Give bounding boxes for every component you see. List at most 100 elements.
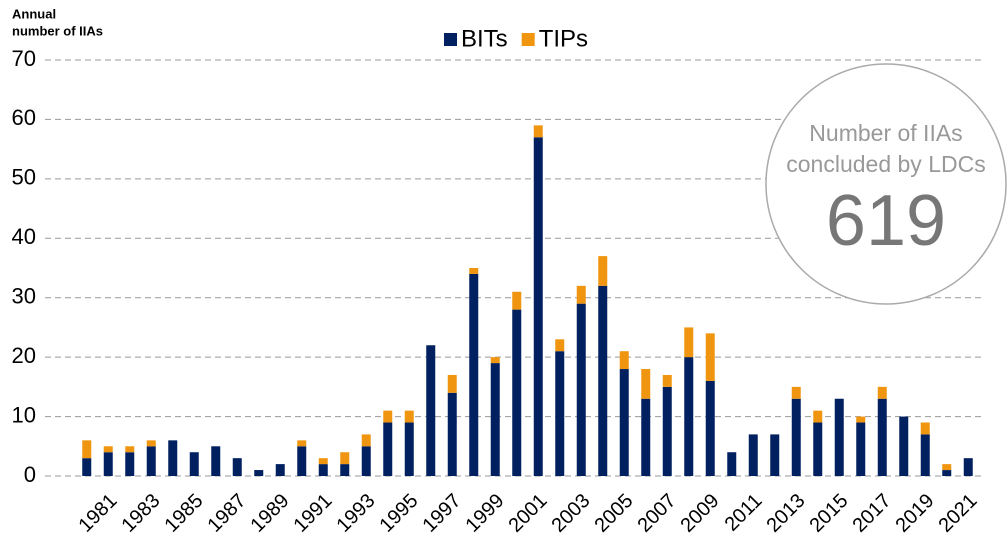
bar-segment: [469, 268, 479, 274]
bar-segment: [555, 339, 565, 352]
bar-segment: [469, 273, 479, 476]
bar-segment: [791, 386, 801, 399]
x-tick-label: 1991: [289, 490, 336, 537]
bar-segment: [942, 470, 952, 476]
x-tick-label: 2007: [633, 490, 680, 537]
bar-segment: [899, 416, 909, 476]
bar-segment: [662, 374, 672, 387]
bar-segment: [211, 446, 221, 476]
bar-segment: [232, 458, 242, 476]
bar-segment: [426, 345, 436, 476]
x-tick-label: 2005: [590, 490, 637, 537]
bar-segment: [963, 458, 973, 476]
bar-segment: [340, 452, 350, 465]
bar-segment: [684, 327, 694, 358]
bar-segment: [619, 369, 629, 476]
bar-segment: [705, 333, 715, 381]
bar-segment: [576, 285, 586, 304]
bar-segment: [383, 422, 393, 476]
bar-segment: [447, 392, 457, 476]
legend-label: BITs: [461, 25, 508, 52]
bar-segment: [619, 351, 629, 370]
bar-segment: [146, 440, 156, 447]
x-tick-label: 2013: [762, 490, 809, 537]
bar-segment: [254, 470, 264, 476]
bar-segment: [512, 291, 522, 310]
x-tick-label: 1983: [117, 490, 164, 537]
bar-segment: [791, 398, 801, 476]
bar-segment: [189, 452, 199, 476]
bar-segment: [834, 398, 844, 476]
x-tick-label: 2001: [504, 490, 551, 537]
bar-segment: [490, 363, 500, 476]
bar-segment: [318, 464, 328, 476]
bar-segment: [942, 464, 952, 471]
bar-segment: [318, 458, 328, 465]
y-tick-label: 70: [12, 46, 36, 71]
x-tick-label: 1999: [461, 490, 508, 537]
x-tick-label: 1995: [375, 490, 422, 537]
bar-segment: [275, 464, 285, 476]
bar-segment: [684, 357, 694, 476]
legend-swatch: [521, 33, 535, 46]
x-tick-label: 1987: [203, 490, 250, 537]
bar-segment: [813, 422, 823, 476]
bar-segment: [361, 446, 371, 476]
y-tick-label: 10: [12, 402, 36, 427]
y-tick-label: 0: [24, 462, 36, 487]
bar-segment: [447, 374, 457, 393]
bar-segment: [297, 440, 307, 447]
x-tick-label: 1981: [74, 490, 121, 537]
bar-segment: [146, 446, 156, 476]
bar-segment: [404, 410, 414, 423]
bar-segment: [598, 256, 608, 286]
bar-segment: [705, 380, 715, 476]
bar-segment: [404, 422, 414, 476]
y-tick-label: 60: [12, 105, 36, 130]
legend-label: TIPs: [539, 25, 588, 52]
bar-segment: [920, 434, 930, 476]
bar-segment: [125, 452, 135, 476]
x-tick-label: 2015: [805, 490, 852, 537]
bar-segment: [576, 303, 586, 476]
x-tick-label: 2009: [676, 490, 723, 537]
bar-segment: [748, 434, 758, 476]
y-tick-label: 40: [12, 224, 36, 249]
bar-segment: [641, 398, 651, 476]
bar-segment: [770, 434, 780, 476]
bar-segment: [103, 446, 113, 453]
annotation-value: 619: [826, 181, 946, 261]
x-tick-label: 1985: [160, 490, 207, 537]
bar-segment: [125, 446, 135, 453]
bar-segment: [856, 422, 866, 476]
bar-segment: [82, 440, 92, 459]
bar-segment: [533, 125, 543, 138]
x-tick-label: 2011: [721, 490, 767, 536]
y-tick-label: 20: [12, 343, 36, 368]
x-tick-label: 2021: [934, 490, 981, 537]
annotation-text: concluded by LDCs: [786, 151, 985, 177]
bar-segment: [103, 452, 113, 476]
bar-segment: [555, 351, 565, 476]
bar-segment: [641, 369, 651, 399]
bar-segment: [856, 416, 866, 423]
bar-segment: [340, 464, 350, 476]
y-axis-title: number of IIAs: [12, 23, 103, 38]
x-tick-label: 1993: [332, 490, 379, 537]
y-tick-label: 50: [12, 165, 36, 190]
bar-segment: [662, 386, 672, 476]
x-tick-label: 2019: [891, 490, 938, 537]
bar-segment: [727, 452, 737, 476]
x-tick-label: 1997: [418, 490, 465, 537]
bar-segment: [533, 137, 543, 476]
x-tick-label: 2017: [848, 490, 895, 537]
y-tick-label: 30: [12, 284, 36, 309]
y-axis-title: Annual: [12, 6, 56, 21]
bar-segment: [920, 422, 930, 435]
bar-segment: [490, 357, 500, 364]
bar-segment: [168, 440, 178, 476]
bar-segment: [598, 285, 608, 476]
x-tick-label: 2003: [547, 490, 594, 537]
annotation-text: Number of IIAs: [809, 120, 962, 146]
